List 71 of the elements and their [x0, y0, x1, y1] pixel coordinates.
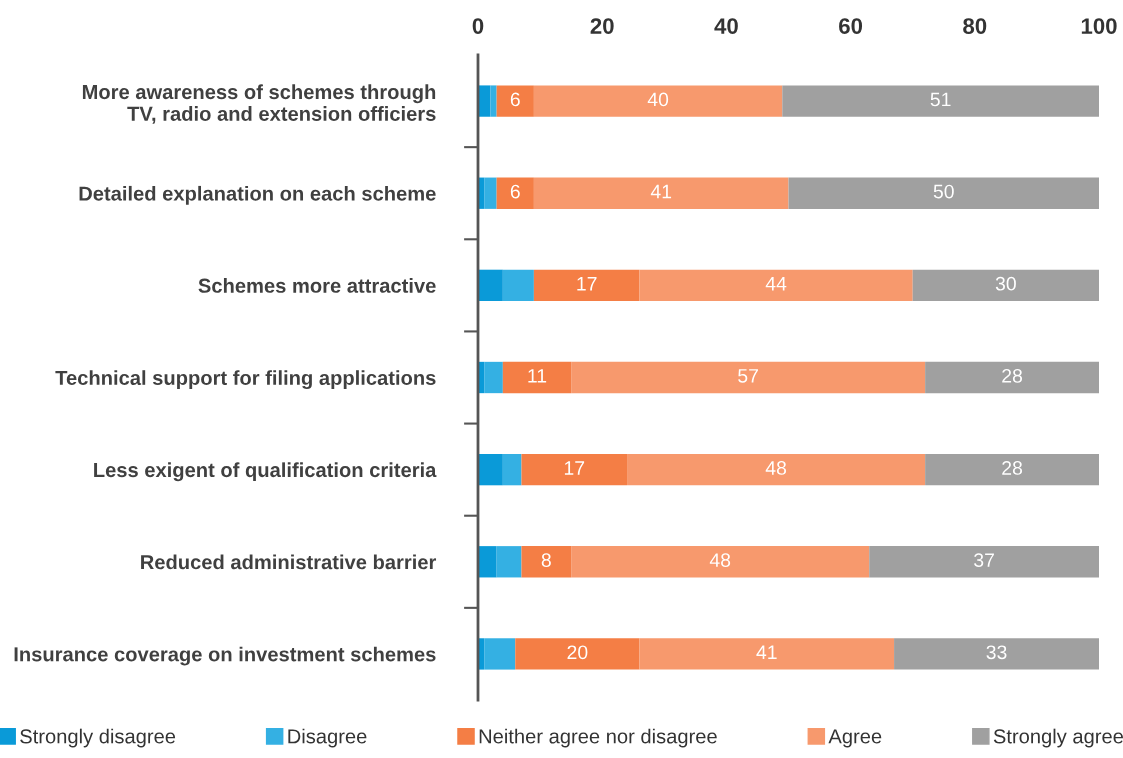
data-label: 44	[765, 277, 787, 291]
bar	[639, 638, 895, 670]
data-label: 41	[756, 645, 777, 659]
bar	[490, 85, 497, 117]
y-tick-label: Insurance coverage on investment schemes	[14, 646, 436, 666]
legend-label: Neither agree nor disagree	[479, 728, 717, 748]
bar	[502, 361, 572, 394]
data-label: 6	[510, 92, 520, 107]
bar	[496, 546, 522, 578]
data-label: 28	[1002, 368, 1023, 383]
x-tick-label: 40	[714, 18, 738, 34]
legend-label: Disagree	[288, 728, 367, 748]
legend-label: Agree	[828, 729, 882, 748]
bar	[533, 177, 789, 209]
bar	[533, 85, 783, 117]
data-label: 51	[930, 92, 951, 107]
data-label: 48	[765, 461, 787, 475]
data-label: 20	[567, 645, 588, 660]
bar	[478, 85, 491, 117]
data-label: 6	[510, 184, 520, 199]
y-tick-label: Schemes more attractive	[198, 278, 436, 293]
x-tick-label: 20	[590, 18, 614, 34]
bar	[515, 638, 640, 670]
y-tick-label: Reduced administrative barrier	[141, 554, 437, 570]
bar	[533, 269, 640, 302]
data-label: 11	[528, 369, 547, 383]
bar	[894, 638, 1099, 670]
y-tick-label: Detailed explanation on each scheme	[79, 185, 436, 205]
bar	[478, 453, 503, 486]
data-label: 57	[738, 369, 758, 383]
data-label: 48	[709, 553, 731, 568]
bar	[639, 269, 913, 302]
bar	[925, 361, 1099, 394]
data-label: 28	[1002, 461, 1023, 475]
data-label: 41	[650, 184, 672, 199]
bar	[869, 546, 1099, 578]
data-label: 8	[541, 553, 551, 568]
bar	[484, 638, 516, 670]
bar	[478, 546, 497, 578]
x-tick-label: 60	[839, 18, 863, 34]
data-label: 40	[647, 92, 669, 107]
data-label: 33	[986, 645, 1007, 660]
bar	[925, 453, 1099, 486]
data-label: 30	[995, 276, 1016, 291]
bar	[627, 453, 926, 486]
y-tick-label: Technical support for filing applications	[55, 370, 436, 390]
bar	[782, 85, 1099, 117]
bar	[502, 269, 534, 302]
data-label: 17	[577, 277, 597, 291]
bar	[496, 177, 534, 209]
bar	[788, 177, 1099, 209]
x-tick-label: 0	[472, 18, 484, 34]
x-tick-label: 80	[963, 18, 987, 34]
bar	[484, 361, 503, 394]
bar	[478, 269, 503, 302]
y-tick-label: More awareness of schemes through TV, radio and extension officiers	[82, 84, 436, 124]
data-label: 50	[933, 184, 954, 199]
data-label: 17	[564, 461, 585, 475]
x-tick-label: 100	[1081, 18, 1117, 34]
data-label: 37	[974, 553, 994, 568]
legend-label: Strongly disagree	[20, 728, 176, 748]
bar	[484, 177, 497, 209]
y-tick-label: Less exigent of qualification criteria	[94, 462, 437, 482]
bar	[571, 361, 926, 394]
bar	[496, 85, 534, 117]
bar	[521, 453, 628, 486]
bar	[502, 453, 522, 486]
legend-label: Strongly agree	[993, 728, 1123, 748]
bar	[521, 546, 572, 578]
bar	[912, 269, 1099, 302]
bar	[571, 546, 870, 578]
